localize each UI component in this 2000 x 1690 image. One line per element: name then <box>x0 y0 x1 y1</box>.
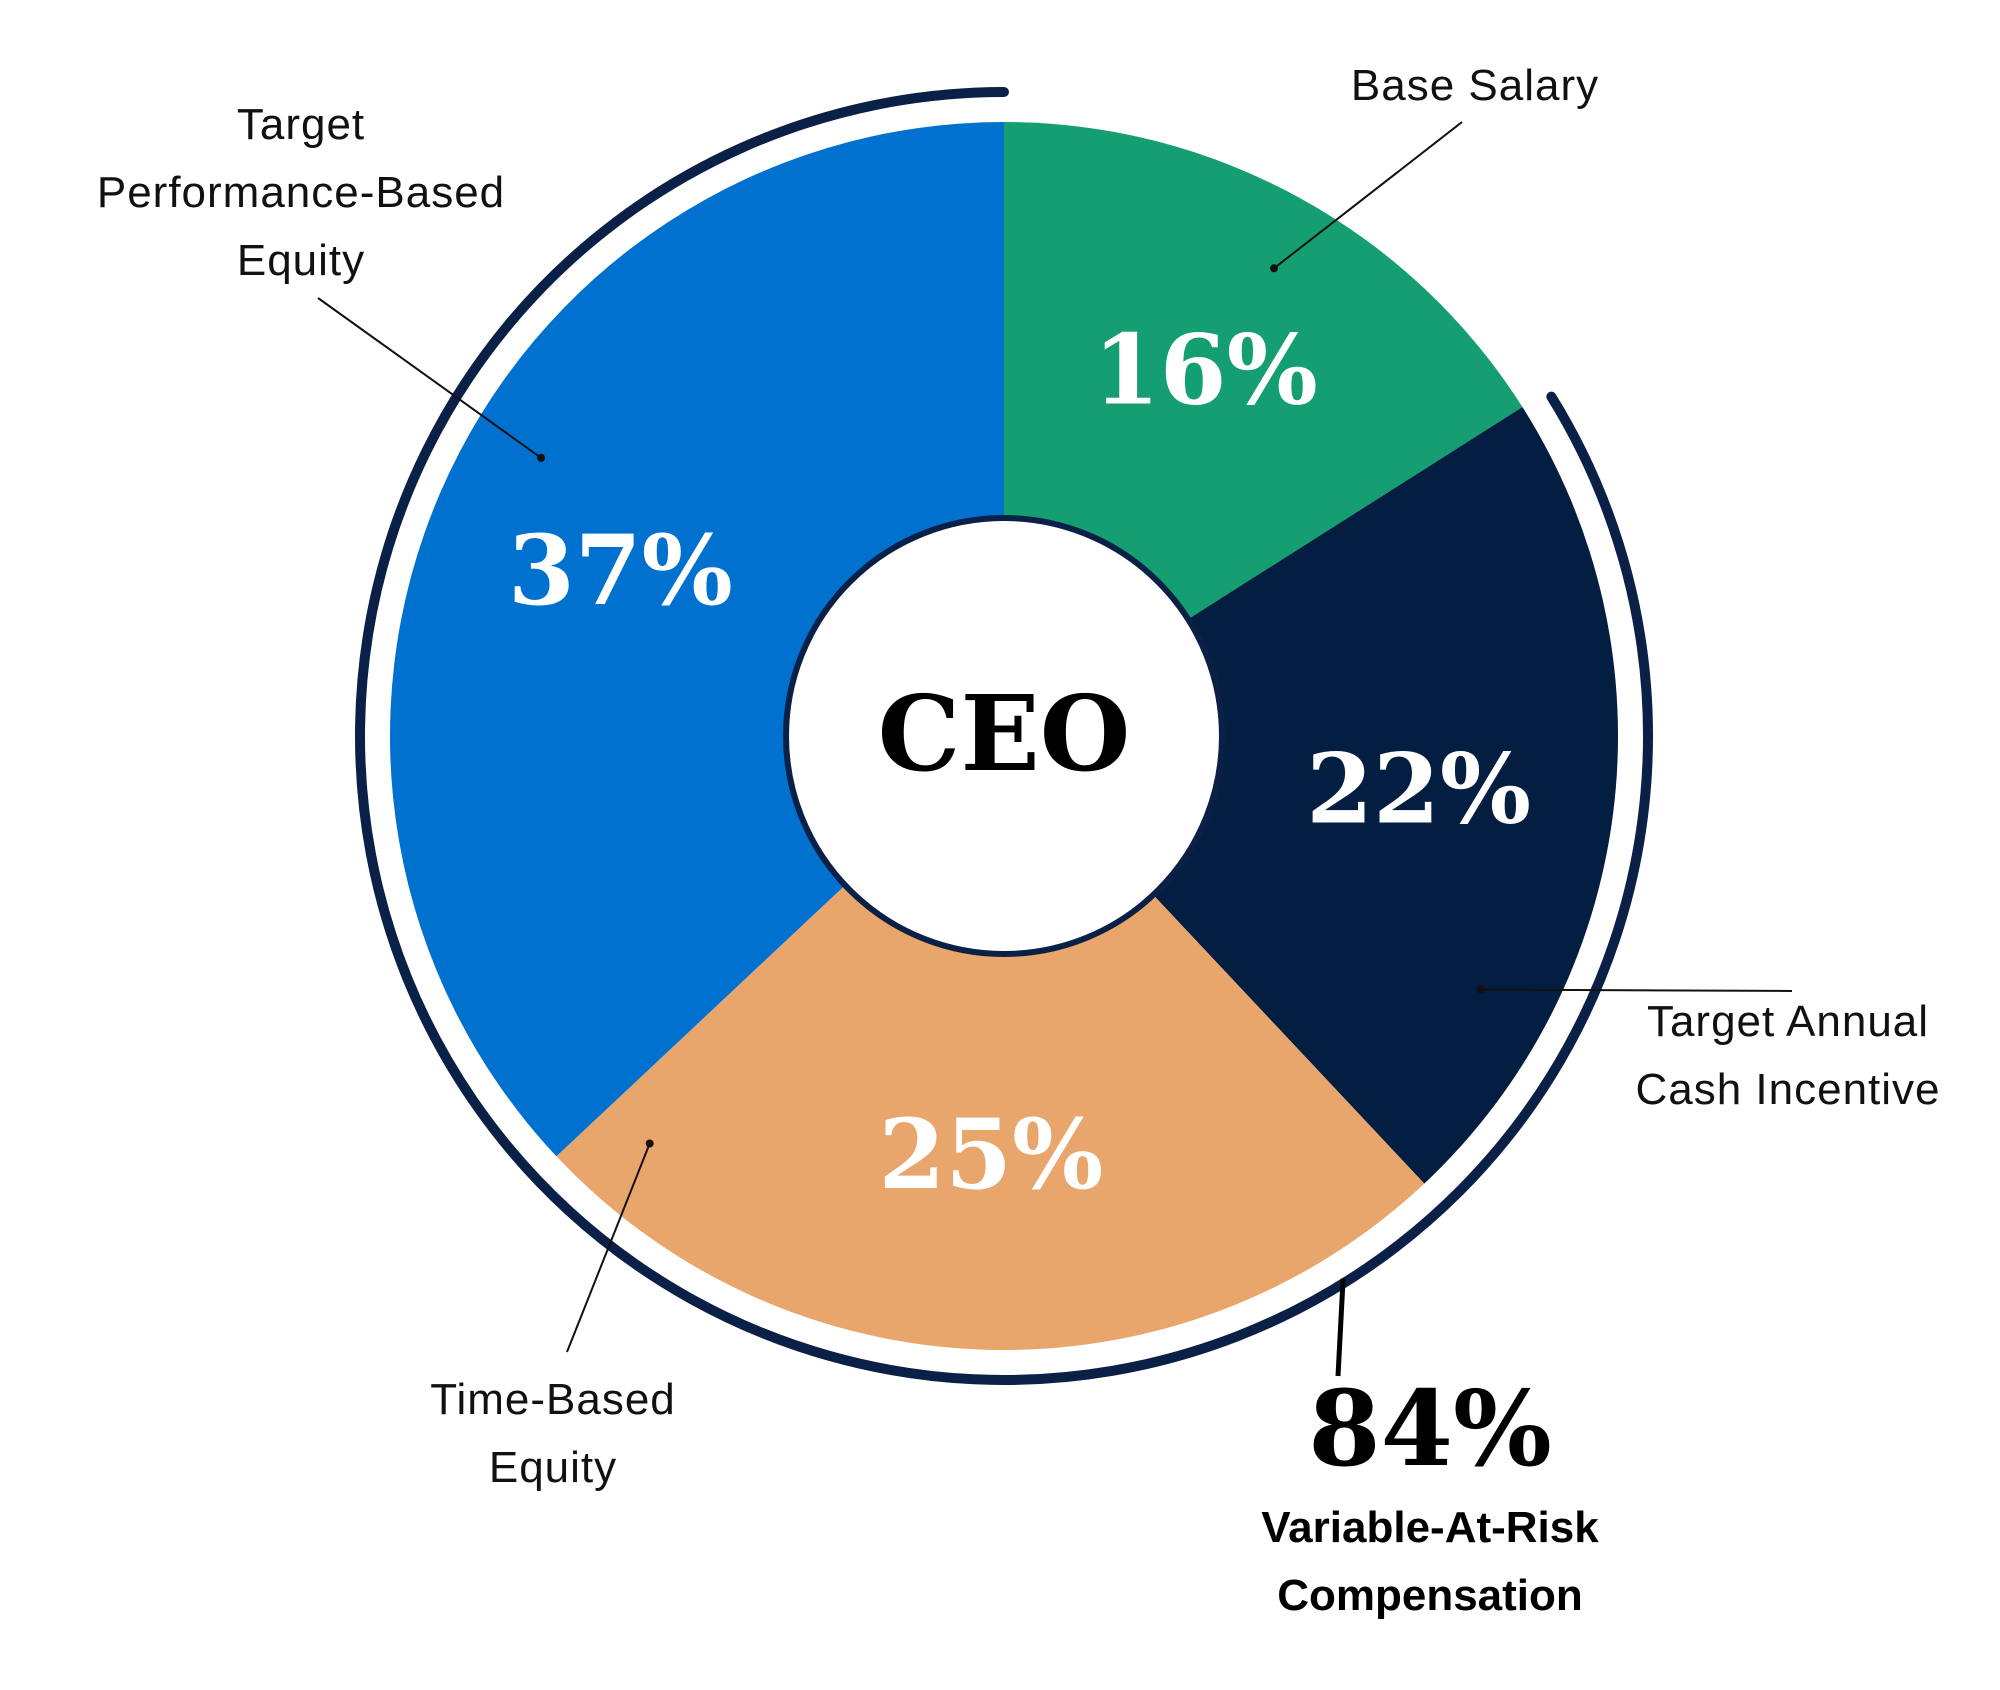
at-risk-total-leader <box>1335 1278 1346 1377</box>
slice-label-line: Equity <box>489 1443 617 1492</box>
at-risk-outline-layer <box>355 87 1653 1385</box>
slice-label-line: Target Annual <box>1647 997 1929 1046</box>
slice-value-label: 16% <box>1093 314 1318 427</box>
slice-label-line: Base Salary <box>1351 61 1599 110</box>
center-label: CEO <box>878 672 1131 795</box>
slice-label-line: Time-Based <box>430 1375 676 1424</box>
slice-target-performance-based-equity <box>389 122 1004 1157</box>
callout-leader-line <box>566 1143 651 1353</box>
callout-base-salary: Base Salary <box>1270 61 1599 273</box>
at-risk-total-value: 84% <box>1308 1367 1552 1490</box>
callout-leader-line <box>1480 988 1793 992</box>
callout-leader-line <box>317 297 542 459</box>
callout-leader-line <box>1273 121 1463 270</box>
callout-dot <box>1270 264 1278 273</box>
slice-value-label: 22% <box>1306 732 1531 845</box>
slice-label-line: Target <box>237 100 365 149</box>
callout-target-annual-cash-incentive: Target Annual Cash Incentive <box>1476 985 1940 1114</box>
slice-label-line: Cash Incentive <box>1635 1065 1940 1114</box>
slice-label-line: Performance-Based <box>97 168 505 217</box>
callout-target-performance-based-equity: Target Performance-Based Equity <box>97 100 546 462</box>
slice-label-line: Equity <box>237 236 365 285</box>
at-risk-total-caption-line-2: Compensation <box>1277 1571 1583 1620</box>
callout-time-based-equity: Time-Based Equity <box>430 1139 676 1492</box>
slice-time-based-equity <box>556 736 1425 1351</box>
callout-dot <box>1476 985 1485 994</box>
slice-value-label: 25% <box>878 1098 1103 1211</box>
callout-dot <box>645 1139 654 1148</box>
slice-value-label: 37% <box>508 514 733 627</box>
center-hole <box>783 515 1225 957</box>
at-risk-total: 84% Variable-At-Risk Compensation <box>1261 1367 1599 1620</box>
at-risk-total-caption-line-1: Variable-At-Risk <box>1261 1503 1599 1552</box>
at-risk-outline-arc <box>355 87 1653 1385</box>
percent-labels-layer: 16% 22% 25% 37% <box>508 314 1531 1211</box>
callout-layer: Base Salary Target Annual Cash Incentive Ti… <box>97 61 1940 1492</box>
slice-target-annual-cash-incentive <box>1004 407 1619 1184</box>
callout-dot <box>537 453 546 462</box>
